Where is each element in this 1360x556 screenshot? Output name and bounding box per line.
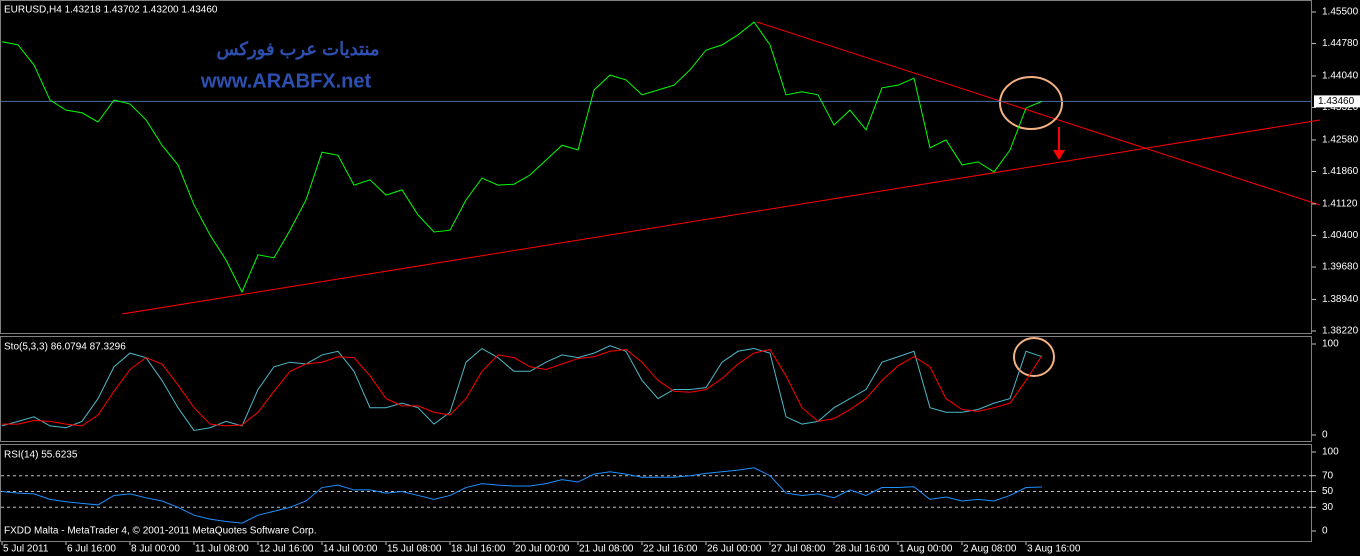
highlight-circle (999, 76, 1063, 130)
x-tick-label: 3 Aug 16:00 (1027, 544, 1081, 555)
x-tick-label: 18 Jul 16:00 (451, 544, 506, 555)
series-line (1, 345, 1043, 431)
y-tick-label: 1.44040 (1322, 71, 1359, 82)
footer: FXDD Malta - MetaTrader 4, © 2001-2011 M… (4, 526, 317, 537)
panel-frame (0, 0, 1312, 334)
arrow-head (1053, 150, 1065, 160)
x-tick-label: 26 Jul 00:00 (707, 544, 762, 555)
y-tick-label: 1.39680 (1322, 262, 1359, 273)
y-tick-label: 1.42580 (1322, 135, 1359, 146)
y-tick-label: 0 (1322, 526, 1328, 537)
series-line (1, 467, 1043, 524)
y-tick-label: 1.40400 (1322, 230, 1359, 241)
current-price-box (1314, 95, 1360, 108)
y-tick-label: 100 (1322, 447, 1339, 458)
trendline (121, 119, 1321, 315)
x-tick-label: 14 Jul 00:00 (323, 544, 378, 555)
trendline (756, 21, 1321, 206)
indicator-title: RSI(14) 55.6235 (4, 450, 78, 461)
x-tick-label: 15 Jul 08:00 (387, 544, 442, 555)
x-tick-label: 22 Jul 16:00 (643, 544, 698, 555)
x-tick-label: 1 Aug 00:00 (899, 544, 953, 555)
highlight-circle (1013, 337, 1055, 377)
y-tick-label: 1.45500 (1322, 7, 1359, 18)
chart-title: EURUSD,H4 1.43218 1.43702 1.43200 1.4346… (4, 5, 218, 16)
y-tick-label: 1.41120 (1322, 199, 1358, 210)
panel-frame (0, 444, 1312, 542)
y-tick-label: 1.44780 (1322, 38, 1359, 49)
y-tick-label: 1.38220 (1322, 326, 1359, 337)
indicator-title: Sto(5,3,3) 86.0794 87.3296 (4, 342, 126, 353)
x-tick-label: 28 Jul 16:00 (835, 544, 890, 555)
watermark: منتديات عرب فوركس (216, 39, 379, 60)
watermark: www.ARABFX.net (200, 70, 372, 92)
x-tick-label: 12 Jul 16:00 (259, 544, 314, 555)
x-tick-label: 27 Jul 08:00 (771, 544, 826, 555)
x-tick-label: 21 Jul 08:00 (579, 544, 634, 555)
x-tick-label: 5 Jul 2011 (3, 544, 49, 555)
x-tick-label: 20 Jul 00:00 (515, 544, 570, 555)
y-tick-label: 1.41860 (1322, 166, 1359, 177)
y-tick-label: 30 (1322, 502, 1334, 513)
panel-frame (0, 336, 1312, 442)
x-tick-label: 2 Aug 08:00 (963, 544, 1017, 555)
current-price-label: 1.43460 (1318, 96, 1355, 107)
series-line (1, 21, 1043, 294)
y-tick-label: 100 (1322, 339, 1339, 350)
x-tick-label: 8 Jul 00:00 (131, 544, 180, 555)
y-tick-label: 0 (1322, 430, 1328, 441)
x-tick-label: 11 Jul 08:00 (195, 544, 249, 555)
y-tick-label: 1.43320 (1322, 102, 1359, 113)
x-tick-label: 6 Jul 16:00 (67, 544, 116, 555)
y-tick-label: 50 (1322, 486, 1334, 497)
series-line (2, 348, 1043, 427)
y-tick-label: 70 (1322, 470, 1334, 481)
y-tick-label: 1.38940 (1322, 294, 1359, 305)
